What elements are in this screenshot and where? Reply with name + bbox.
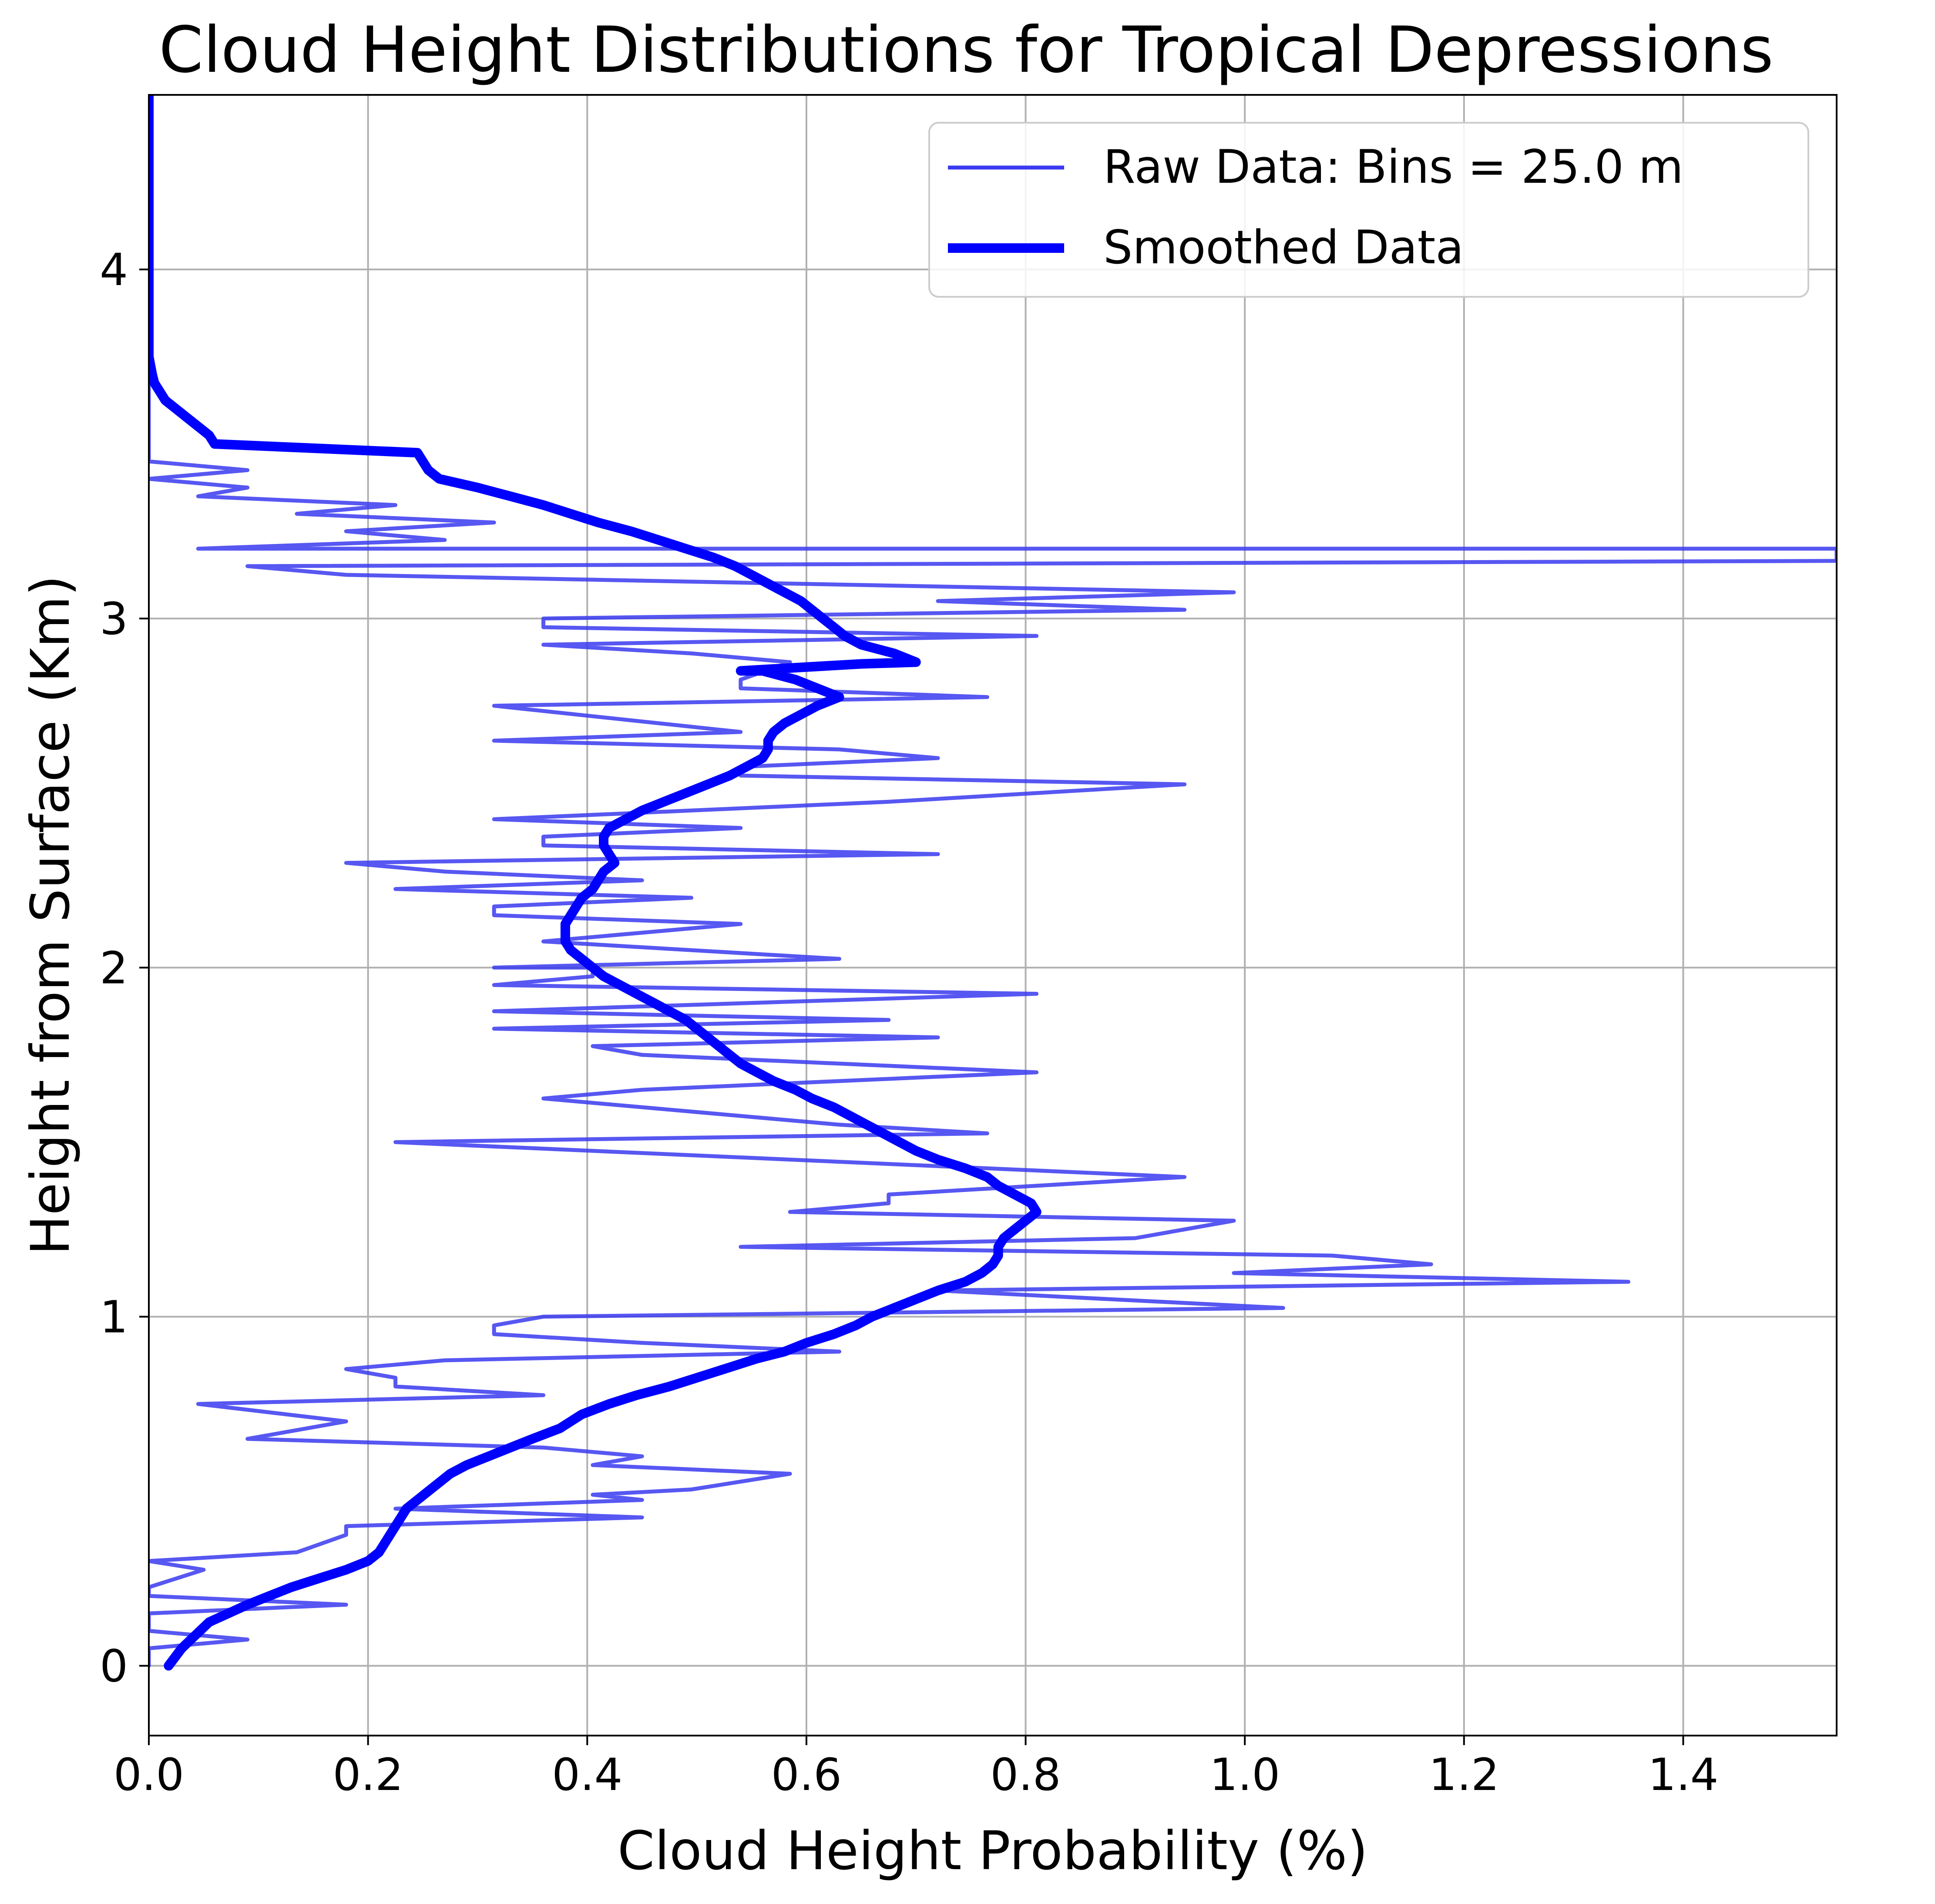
legend-label-smoothed: Smoothed Data: [1103, 221, 1464, 274]
x-axis-label: Cloud Height Probability (%): [618, 1820, 1368, 1882]
x-tick-label: 1.0: [1209, 1749, 1280, 1801]
legend-box: [928, 122, 1809, 298]
x-tick-label: 0.2: [333, 1749, 403, 1801]
smoothed-data-line: [149, 95, 1041, 1671]
chart-title: Cloud Height Distributions for Tropical …: [159, 13, 1774, 87]
ticks: 0.0 0.2 0.4 0.6 0.8 1.0 1.2 1.4 0 1 2 3 4: [100, 244, 1718, 1801]
y-tick-label: 2: [100, 942, 128, 994]
x-tick-label: 0.4: [552, 1749, 622, 1801]
x-tick-label: 0.6: [771, 1749, 842, 1801]
plot-frame: [148, 94, 1838, 1736]
y-tick-label: 1: [100, 1291, 128, 1343]
y-tick-label: 4: [100, 244, 128, 296]
y-tick-label: 0: [100, 1641, 128, 1692]
y-tick-label: 3: [100, 593, 128, 645]
x-tick-label: 0.8: [990, 1749, 1061, 1801]
grid: [148, 95, 1837, 1736]
x-tick-label: 1.4: [1648, 1749, 1718, 1801]
series-layer: [149, 95, 1837, 1671]
legend: Raw Data: Bins = 25.0 m Smoothed Data: [928, 122, 1809, 298]
x-tick-label: 1.2: [1429, 1749, 1499, 1801]
legend-label-raw: Raw Data: Bins = 25.0 m: [1103, 140, 1683, 194]
y-axis-label: Height from Surface (Km): [20, 575, 81, 1255]
x-tick-label: 0.0: [114, 1749, 184, 1801]
